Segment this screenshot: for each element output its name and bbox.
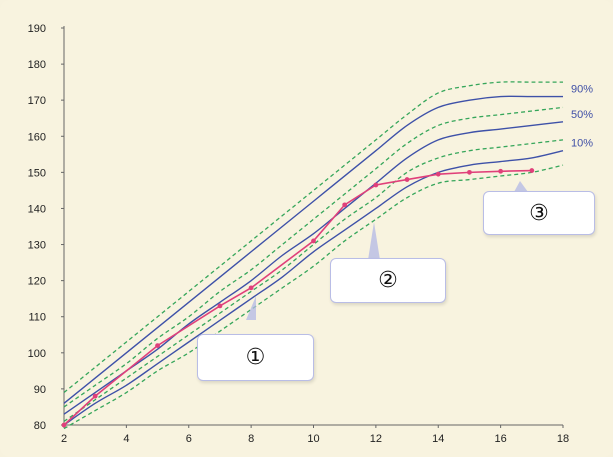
y-tick-label: 100 <box>28 348 46 360</box>
x-tick-label: 6 <box>186 433 192 445</box>
y-tick-label: 160 <box>28 131 46 143</box>
x-tick-label: 16 <box>495 433 507 445</box>
y-tick-label: 110 <box>28 312 46 324</box>
measured-height-point <box>155 343 160 348</box>
y-tick-label: 130 <box>28 240 46 252</box>
annotation-number-2: ② <box>378 268 398 293</box>
measured-height-point <box>92 393 98 399</box>
annotation-number-3: ③ <box>529 200 549 226</box>
annotation-callout-2: ② <box>330 258 446 303</box>
callout-2-pointer <box>368 222 380 260</box>
measured-height-point <box>248 285 254 291</box>
y-tick-label: 140 <box>28 203 46 215</box>
callout-3-pointer <box>514 181 528 192</box>
x-tick-label: 2 <box>61 433 67 445</box>
x-tick-label: 4 <box>123 433 129 445</box>
percentile-curve <box>63 121 564 415</box>
x-tick-label: 12 <box>370 433 382 445</box>
x-tick-label: 8 <box>248 433 254 445</box>
y-tick-label: 190 <box>28 23 46 35</box>
series-label-10: 10% <box>571 138 593 150</box>
y-tick-label: 80 <box>34 420 46 432</box>
measured-height-point <box>217 303 223 309</box>
percentile-curve <box>63 150 564 426</box>
x-tick-label: 10 <box>307 433 319 445</box>
measured-height-point <box>342 202 348 208</box>
measured-height-point <box>529 168 535 173</box>
x-tick-label: 18 <box>557 433 569 445</box>
series-label-50: 50% <box>571 109 593 121</box>
y-tick-label: 150 <box>28 167 46 179</box>
percentile-band-dashed-line <box>63 81 563 394</box>
measured-height-point <box>498 168 504 174</box>
annotation-callout-3: ③ <box>483 191 595 235</box>
callout-1-pointer <box>246 296 256 320</box>
annotation-number-1: ① <box>245 345 266 370</box>
y-tick-label: 90 <box>34 384 46 396</box>
y-tick-label: 170 <box>28 95 46 107</box>
y-tick-label: 120 <box>28 276 46 288</box>
measured-height-line <box>63 169 532 426</box>
annotation-callout-1: ① <box>197 334 314 381</box>
x-tick-label: 14 <box>432 433 444 445</box>
measured-height-point <box>467 169 472 175</box>
measured-height-point <box>404 177 410 182</box>
measured-height-point <box>373 182 379 188</box>
measured-height-point <box>435 171 441 177</box>
measured-height-point <box>61 422 67 428</box>
percentile-band-dashed-line <box>63 139 564 422</box>
percentile-band-dashed-line <box>63 164 564 430</box>
percentile-curve <box>63 95 563 404</box>
y-tick-label: 180 <box>28 59 46 71</box>
measured-height-point <box>311 238 316 244</box>
series-label-90: 90% <box>571 84 593 96</box>
